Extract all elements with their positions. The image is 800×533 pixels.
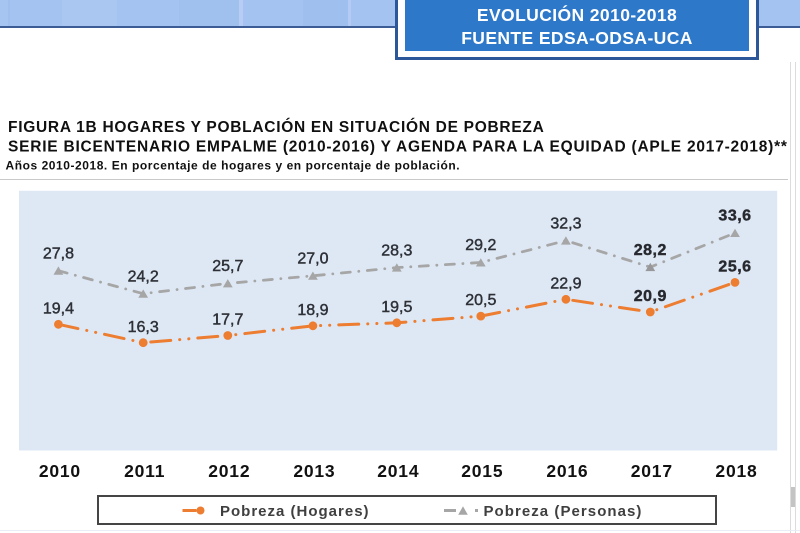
svg-text:Años 2010-2018. En porcentaje: Años 2010-2018. En porcentaje de hogares… [6,159,461,173]
svg-text:22,9: 22,9 [550,275,581,292]
svg-text:28,2: 28,2 [634,242,667,259]
svg-text:27,0: 27,0 [297,251,328,268]
svg-text:Pobreza (Personas): Pobreza (Personas) [484,503,643,520]
svg-text:18,9: 18,9 [297,302,328,319]
svg-text:2010: 2010 [39,461,81,481]
svg-text:25,6: 25,6 [718,259,751,276]
svg-text:32,3: 32,3 [550,215,581,232]
svg-text:24,2: 24,2 [128,268,159,285]
svg-text:2014: 2014 [377,461,419,481]
svg-text:Pobreza (Hogares): Pobreza (Hogares) [220,503,370,520]
svg-text:SERIE BICENTENARIO EMPALME (20: SERIE BICENTENARIO EMPALME (2010-2016) Y… [8,139,788,156]
svg-text:33,6: 33,6 [718,208,751,225]
svg-text:20,9: 20,9 [634,288,667,305]
svg-text:2013: 2013 [293,461,335,481]
svg-text:16,3: 16,3 [128,319,159,336]
svg-text:29,2: 29,2 [465,237,496,254]
svg-text:27,8: 27,8 [43,245,74,262]
svg-text:19,4: 19,4 [43,300,74,317]
svg-text:2012: 2012 [208,461,250,481]
svg-text:2017: 2017 [631,461,673,481]
svg-text:2015: 2015 [461,461,503,481]
svg-text:25,7: 25,7 [212,258,243,275]
svg-text:2011: 2011 [124,461,165,481]
svg-text:28,3: 28,3 [381,242,412,259]
svg-text:19,5: 19,5 [381,299,412,316]
svg-text:17,7: 17,7 [212,312,243,329]
svg-text:FIGURA 1B HOGARES Y POBLACIÓN: FIGURA 1B HOGARES Y POBLACIÓN EN SITUACI… [8,118,545,136]
svg-text:2018: 2018 [715,461,757,481]
svg-text:2016: 2016 [546,461,588,481]
svg-text:20,5: 20,5 [465,292,496,309]
